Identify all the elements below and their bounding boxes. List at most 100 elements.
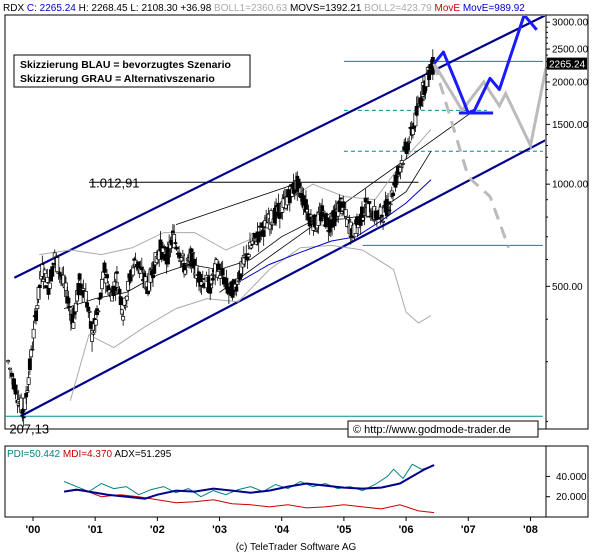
candle-body: [96, 310, 101, 313]
candle-body: [30, 348, 35, 351]
candle-body: [76, 282, 81, 296]
indicator-header: PDI=50.442 MDI=4.370 ADX=51.295: [7, 449, 172, 460]
dmi-plot: [63, 463, 435, 514]
candle-body: [20, 409, 25, 414]
dmi-axis: 40.000 20.000: [546, 472, 587, 503]
candle-body: [35, 305, 40, 310]
header-field: MOVS=1392.21: [287, 3, 362, 14]
x-tick-label: '01: [88, 524, 103, 536]
copyright-footer: (c) TeleTrader Software AG: [236, 542, 357, 553]
y-tick-label: 500.00: [552, 282, 583, 293]
candle-body: [78, 283, 83, 289]
candle-body: [9, 372, 14, 377]
last-price-label: 2265.24: [549, 60, 586, 71]
candle-body: [25, 390, 30, 393]
candle-body: [246, 254, 251, 258]
y-tick-label: 3000.00: [552, 18, 589, 29]
candle-body: [256, 235, 261, 243]
trend-channel-line: [219, 110, 475, 293]
candle-body: [367, 201, 372, 204]
legend-gray-text: Skizzierung GRAU = Alternativszenario: [20, 73, 215, 85]
candle-body: [210, 278, 215, 281]
candle-body: [8, 367, 12, 370]
candle-body: [151, 275, 155, 279]
candle-body: [42, 269, 47, 274]
candle-body: [343, 209, 348, 217]
candle-body: [47, 282, 52, 289]
candle-body: [200, 278, 205, 280]
candle-body: [338, 197, 343, 200]
header-field: +36.98: [178, 3, 212, 14]
last-price-box: [547, 57, 587, 70]
candle-body: [215, 271, 220, 278]
x-tick-label: '00: [26, 524, 41, 536]
x-tick-label: '04: [274, 524, 290, 536]
candle-body: [122, 297, 127, 306]
gray-scenario-line: [432, 62, 545, 151]
candle-body: [424, 74, 429, 87]
trend-channel-line: [175, 181, 301, 225]
header-field: MovE: [432, 3, 461, 14]
watermark-text: © http://www.godmode-trader.de: [353, 424, 511, 436]
candle-body: [379, 214, 384, 217]
candle-body: [218, 275, 223, 279]
price-annotation: 207,13: [9, 421, 49, 436]
bollinger-upper-line: [39, 129, 432, 256]
candle-body: [407, 141, 412, 144]
candle-body: [87, 310, 92, 313]
candle-body: [83, 291, 88, 303]
candle-body: [26, 377, 31, 385]
x-tick-label: '05: [336, 524, 351, 536]
candle-body: [410, 128, 415, 136]
candle-body: [57, 272, 62, 274]
candle-body: [6, 360, 11, 363]
candle-body: [249, 245, 254, 249]
x-tick-label: '02: [150, 524, 165, 536]
candle-body: [401, 163, 405, 165]
candle-body: [13, 384, 18, 395]
candle-body: [325, 217, 330, 220]
indicator-header-field: ADX=51.295: [112, 449, 172, 460]
header-field: BOLL1=2360.63: [211, 3, 287, 14]
candle-body: [199, 281, 204, 286]
x-tick-label: '07: [461, 524, 476, 536]
candle-body: [321, 210, 326, 213]
candle-body: [73, 302, 78, 313]
candle-body: [105, 274, 109, 279]
watermark: © http://www.godmode-trader.de: [347, 420, 539, 438]
dmi-series-line: [63, 463, 435, 498]
bollinger-lower-line: [69, 244, 432, 401]
candle-body: [91, 332, 96, 335]
candle-body: [139, 266, 144, 271]
header-field: L: 2108.30: [128, 3, 178, 14]
y-tick-label: 2000.00: [552, 77, 589, 88]
candle-body: [307, 217, 312, 227]
candle-body: [356, 224, 361, 229]
candle-body: [126, 281, 131, 291]
dmi-tick-label: 40.000: [556, 472, 587, 483]
candle-body: [37, 284, 42, 289]
candle-body: [97, 297, 102, 300]
legend-blue-text: Skizzierung BLAU = bevorzugtes Szenario: [20, 59, 231, 71]
indicator-header-field: PDI=50.442: [7, 449, 61, 460]
candle-body: [90, 330, 95, 342]
header-field: RDX: [3, 3, 24, 14]
candle-body: [192, 258, 196, 269]
candle-body: [177, 252, 182, 258]
header-field: C: 2265.24: [24, 3, 76, 14]
price-axis-frame: [545, 14, 589, 430]
candle-body: [287, 195, 292, 204]
candle-body: [63, 282, 68, 291]
candle-body: [337, 201, 342, 213]
candle-body: [67, 306, 72, 308]
candle-body: [230, 283, 235, 298]
candle-body: [216, 263, 221, 270]
candle-body: [31, 328, 36, 339]
header-field: H: 2268.45: [76, 3, 128, 14]
exp-moving-average-line: [241, 179, 432, 282]
candle-body: [27, 358, 32, 371]
header-field: BOLL2=423.79: [361, 3, 432, 14]
indicator-axis-frame: [545, 445, 589, 518]
candle-body: [391, 192, 395, 196]
candle-body: [208, 287, 213, 294]
